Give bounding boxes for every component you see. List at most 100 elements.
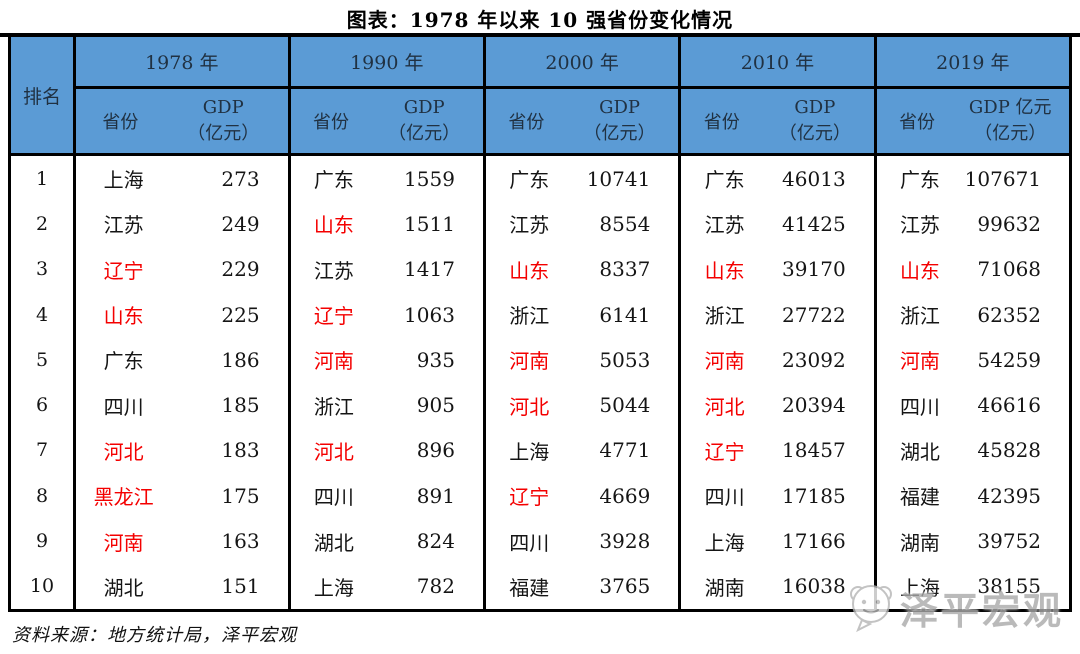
year-header-1990: 1990 年 [290,37,483,89]
province-cell: 江苏 [103,213,144,238]
table-row: 河北 183 [76,428,288,473]
table-row: 河南 5053 [486,337,678,382]
province-cell: 河北 [704,394,745,419]
gdp-value-cell: 99632 [977,211,1042,236]
gdp-header: GDP 亿元 （亿元） [968,96,1052,144]
gdp-value-cell: 896 [416,438,455,463]
column-subheader: 省份 GDP （亿元） [681,89,874,156]
province-cell: 黑龙江 [93,485,154,510]
year-column-2000: 2000 年 省份 GDP （亿元） 广东 10741 江苏 8554 山东 8… [485,37,679,609]
rank-cell: 2 [35,212,49,235]
year-column-1978: 1978 年 省份 GDP （亿元） 上海 273 江苏 249 辽宁 229 … [76,37,288,609]
gdp-value-cell: 183 [221,438,260,463]
province-cell: 湖南 [899,530,940,555]
rank-header: 排名 [11,37,73,156]
table-row: 湖北 824 [291,518,483,563]
gdp-header: GDP （亿元） [388,96,461,144]
gdp-value-cell: 185 [221,393,260,418]
rank-cell: 7 [35,439,49,462]
province-cell: 湖北 [899,439,940,464]
table-row: 上海 38155 [877,564,1069,609]
gdp-value-cell: 273 [221,166,260,191]
province-cell: 广东 [899,168,940,193]
table-row: 浙江 6141 [486,292,678,337]
watermark: 泽平宏观 [844,576,1064,638]
gdp-value-cell: 46013 [782,166,846,191]
table-row: 江苏 41425 [681,201,873,246]
province-cell: 四川 [313,485,354,510]
gdp-value-cell: 16038 [782,574,846,599]
table-row: 山东 8337 [486,247,678,292]
table-row: 湖南 16038 [681,564,873,609]
table-row: 福建 42395 [877,473,1069,518]
table-row: 四川 46616 [877,382,1069,427]
province-cell: 河南 [704,349,745,374]
gdp-value-cell: 782 [416,574,455,599]
gdp-value-cell: 1063 [404,302,455,327]
table-row: 江苏 249 [76,201,288,246]
table-row: 黑龙江 175 [76,473,288,518]
gdp-value-cell: 163 [221,529,260,554]
gdp-value-cell: 1559 [404,166,455,191]
province-header: 省份 [102,112,139,133]
province-cell: 上海 [509,439,550,464]
gdp-value-cell: 824 [416,529,455,554]
table-row: 四川 891 [291,473,483,518]
table-row: 广东 10741 [486,156,678,201]
province-cell: 广东 [509,168,550,193]
province-cell: 山东 [313,213,354,238]
year-header-2010: 2010 年 [681,37,874,89]
province-cell: 广东 [704,168,745,193]
province-cell: 河南 [103,530,144,555]
gdp-value-cell: 39170 [782,257,846,282]
table-row: 河北 896 [291,428,483,473]
table-row: 福建 3765 [486,564,678,609]
chart-title: 图表：1978 年以来 10 强省份变化情况 [346,8,734,32]
province-cell: 江苏 [313,258,354,283]
province-cell: 上海 [704,530,745,555]
table-row: 山东 71068 [877,247,1069,292]
gdp-value-cell: 39752 [977,529,1042,554]
table-row: 浙江 62352 [877,292,1069,337]
column-body-2010: 广东 46013 江苏 41425 山东 39170 浙江 27722 河南 2… [681,156,873,609]
gdp-value-cell: 45828 [977,438,1042,463]
table-row: 上海 273 [76,156,288,201]
rank-cell: 10 [29,575,55,598]
province-cell: 浙江 [313,394,354,419]
gdp-ranking-table: 排名 1 2 3 4 5 6 7 8 9 10 1978 年 省份 GDP （亿元） 上海 273… [8,37,1072,612]
gdp-value-cell: 4669 [599,483,651,508]
province-cell: 上海 [103,168,144,193]
gdp-value-cell: 935 [416,347,455,372]
table-row: 浙江 27722 [681,292,873,337]
table-row: 山东 39170 [681,247,873,292]
gdp-value-cell: 71068 [977,257,1042,282]
province-cell: 山东 [103,304,144,329]
gdp-value-cell: 186 [221,347,260,372]
province-cell: 河北 [509,394,550,419]
table-row: 江苏 8554 [486,201,678,246]
gdp-value-cell: 175 [221,483,260,508]
table-row: 湖北 151 [76,564,288,609]
table-row: 山东 225 [76,292,288,337]
column-subheader: 省份 GDP 亿元 （亿元） [876,89,1070,156]
province-cell: 江苏 [704,213,745,238]
gdp-value-cell: 17185 [782,483,846,508]
table-row: 河北 5044 [486,382,678,427]
province-header: 省份 [312,112,349,133]
province-header: 省份 [703,112,740,133]
province-cell: 河北 [103,439,144,464]
province-cell: 四川 [899,394,940,419]
table-row: 四川 17185 [681,473,873,518]
table-row: 上海 4771 [486,428,678,473]
gdp-header: GDP （亿元） [583,96,656,144]
gdp-value-cell: 5053 [599,347,651,372]
province-cell: 辽宁 [313,304,354,329]
gdp-value-cell: 249 [221,211,260,236]
column-body-2019: 广东 107671 江苏 99632 山东 71068 浙江 62352 河南 … [877,156,1069,609]
column-subheader: 省份 GDP （亿元） [485,89,679,156]
table-row: 广东 186 [76,337,288,382]
rank-cell: 6 [35,394,49,417]
province-cell: 浙江 [704,304,745,329]
table-row: 上海 782 [291,564,483,609]
province-cell: 辽宁 [509,485,550,510]
